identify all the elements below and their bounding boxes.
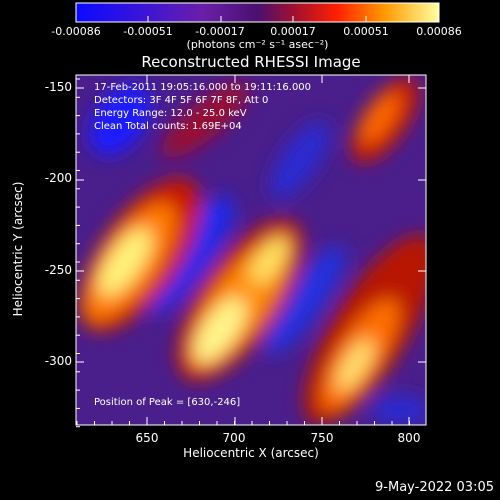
axis-ticks — [76, 75, 426, 428]
y-tick-label: -300 — [44, 354, 72, 368]
band-core — [98, 227, 152, 297]
band-mid — [360, 92, 400, 144]
y-tick-label: -200 — [44, 171, 72, 185]
colorbar-tick-label: -0.00051 — [123, 25, 173, 38]
y-tick-label: -250 — [44, 263, 72, 277]
trough — [270, 121, 330, 199]
footer-date: 9-May-2022 03:05 — [375, 480, 494, 495]
plot-frame — [75, 74, 427, 426]
colorbar-tick-label: 0.00017 — [270, 25, 316, 38]
band-outer — [161, 82, 249, 158]
colorbar-gradient — [75, 2, 440, 23]
rhessi-image — [76, 75, 426, 425]
trough — [89, 84, 151, 156]
peak-position: Position of Peak = [630,-246] — [94, 397, 241, 408]
plot-title: Reconstructed RHESSI Image — [141, 53, 361, 71]
y-axis-label: Heliocentric Y (arcsec) — [11, 181, 25, 317]
info-line-counts: Clean Total counts: 1.69E+04 — [94, 121, 242, 132]
x-axis-label: Heliocentric X (arcsec) — [183, 446, 319, 460]
colorbar-tick-label: -0.00086 — [51, 25, 101, 38]
info-line-time: 17-Feb-2011 19:05:16.000 to 19:11:16.000 — [94, 82, 312, 93]
band-core — [194, 297, 246, 363]
x-tick-label: 750 — [310, 431, 334, 445]
y-tick-label: -150 — [44, 80, 72, 94]
band-core — [250, 235, 290, 285]
x-tick-label: 650 — [135, 431, 159, 445]
colorbar-tick-label: -0.00017 — [195, 25, 245, 38]
trough — [264, 245, 346, 355]
info-line-energy: Energy Range: 12.0 - 25.0 keV — [94, 108, 247, 119]
x-tick-label: 800 — [397, 431, 421, 445]
x-tick-label: 700 — [222, 431, 246, 445]
colorbar-ticks — [75, 16, 440, 22]
colorbar-tick-label: 0.00086 — [416, 25, 462, 38]
colorbar-tick-label: 0.00051 — [343, 25, 389, 38]
colorbar-unit-label: (photons cm⁻² s⁻¹ asec⁻²) — [186, 38, 329, 51]
trough — [370, 395, 426, 425]
colorbar — [75, 2, 440, 23]
band-core — [336, 338, 374, 392]
info-line-detectors: Detectors: 3F 4F 5F 6F 7F 8F, Att 0 — [94, 95, 269, 106]
